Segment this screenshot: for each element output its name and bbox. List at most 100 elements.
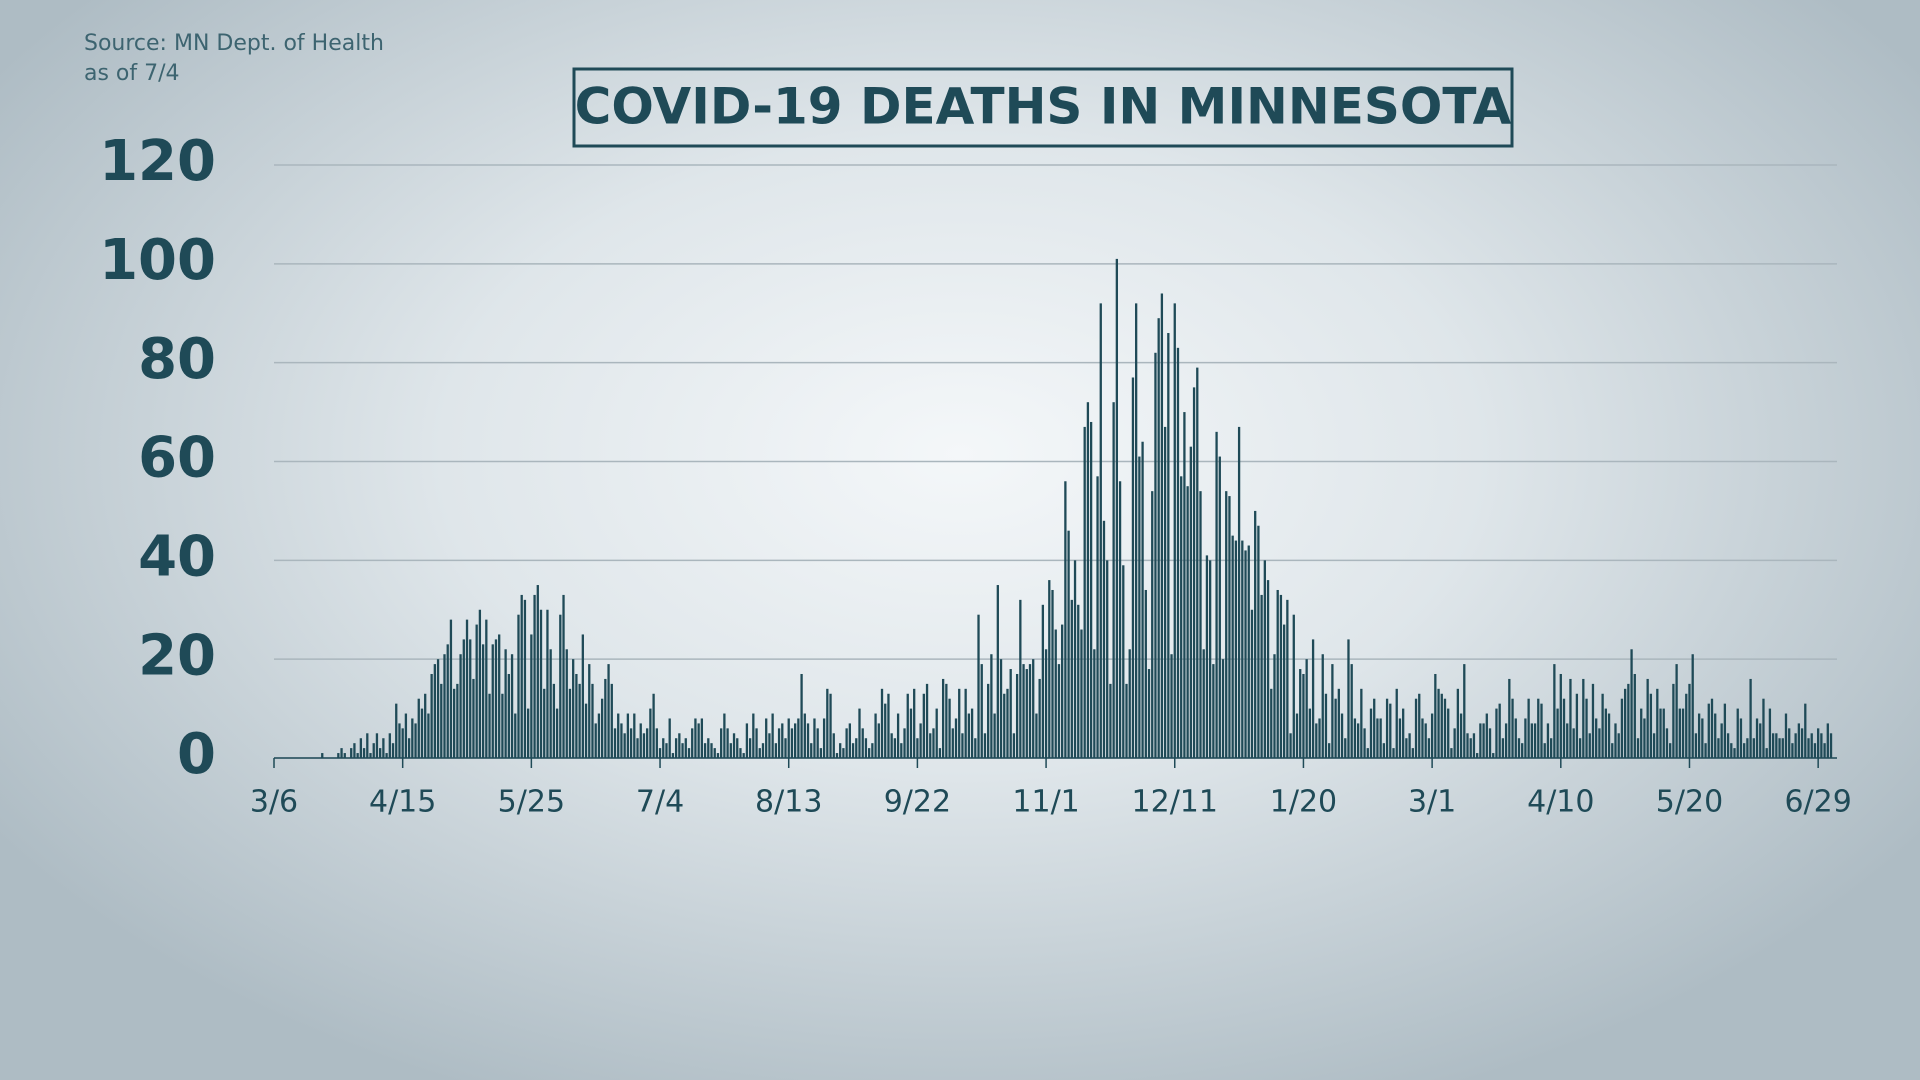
bar	[829, 693, 832, 758]
bar	[1373, 698, 1376, 758]
bar	[1691, 654, 1694, 758]
bar	[1453, 728, 1456, 758]
bar	[1688, 683, 1691, 758]
bar	[1482, 723, 1485, 758]
bar	[436, 659, 440, 758]
bar	[1360, 688, 1363, 758]
bar	[507, 673, 510, 758]
bar	[1025, 669, 1028, 758]
bar	[777, 728, 781, 758]
bar	[1231, 535, 1234, 758]
bar	[945, 683, 948, 758]
bar	[951, 728, 954, 758]
bar	[1553, 664, 1556, 758]
bar	[974, 738, 977, 758]
bar	[1697, 713, 1701, 758]
bar	[1035, 713, 1038, 758]
bar	[1672, 683, 1675, 758]
bar	[1250, 609, 1254, 758]
bar	[514, 713, 517, 758]
bar	[1601, 693, 1604, 758]
bar	[1665, 728, 1669, 758]
bar	[1064, 481, 1067, 758]
bar	[1212, 664, 1215, 758]
bar	[337, 753, 340, 758]
bar	[321, 753, 324, 758]
bar	[1414, 698, 1418, 758]
bar	[1669, 743, 1672, 758]
bar	[1144, 589, 1147, 758]
bar	[414, 723, 417, 758]
bar	[610, 683, 613, 758]
as-of: as of 7/4	[84, 61, 180, 86]
bar	[826, 688, 829, 758]
bar	[1504, 723, 1508, 758]
bar	[1302, 673, 1305, 758]
bar	[420, 708, 424, 758]
bar	[980, 664, 983, 758]
bar	[1778, 738, 1781, 758]
bar	[1356, 723, 1360, 758]
bar	[523, 599, 527, 758]
bar	[1125, 683, 1128, 758]
bar	[1157, 318, 1160, 758]
bar	[469, 639, 472, 758]
bar	[1591, 683, 1595, 758]
bar	[533, 594, 536, 758]
bar	[1784, 713, 1788, 758]
bar	[462, 639, 465, 758]
bar	[687, 748, 691, 758]
bar	[1723, 703, 1727, 758]
bar	[732, 733, 736, 758]
bar	[1318, 718, 1321, 758]
bar	[359, 738, 363, 758]
x-tick-label: 1/20	[1270, 785, 1337, 820]
y-tick-label: 80	[138, 327, 216, 392]
bar	[842, 748, 845, 758]
bar	[1321, 654, 1324, 758]
bar	[1057, 664, 1061, 758]
bar	[1646, 678, 1649, 758]
bar	[1112, 402, 1115, 758]
bar	[1627, 683, 1630, 758]
bar	[748, 738, 752, 758]
bar	[1434, 673, 1437, 758]
bar	[1739, 718, 1743, 758]
bar	[1726, 733, 1730, 758]
bar	[1196, 367, 1199, 758]
bar	[1443, 698, 1447, 758]
bar	[372, 743, 375, 758]
bar	[366, 733, 369, 758]
bar	[456, 683, 459, 758]
bar	[1135, 303, 1138, 758]
bar	[1115, 258, 1119, 758]
bar	[555, 708, 559, 758]
title-box	[572, 67, 1514, 148]
bar	[1366, 748, 1369, 758]
bar	[449, 619, 453, 758]
bar	[867, 748, 871, 758]
bar	[1282, 624, 1286, 758]
bar	[1099, 303, 1102, 758]
bar	[938, 748, 942, 758]
bar	[803, 713, 806, 758]
bar	[713, 748, 716, 758]
bar	[494, 639, 498, 758]
bar	[1237, 426, 1241, 758]
bar	[768, 733, 771, 758]
bar	[925, 683, 929, 758]
bar	[472, 678, 475, 758]
bar	[594, 723, 597, 758]
bar	[958, 688, 961, 758]
bar	[761, 743, 765, 758]
bar	[1234, 540, 1238, 758]
bar	[1437, 688, 1440, 758]
bar	[1788, 728, 1791, 758]
bar	[1183, 412, 1186, 758]
bar	[1122, 565, 1125, 758]
bar	[954, 718, 958, 758]
bar	[1208, 560, 1212, 758]
bar	[1717, 738, 1720, 758]
bar	[1569, 678, 1572, 758]
